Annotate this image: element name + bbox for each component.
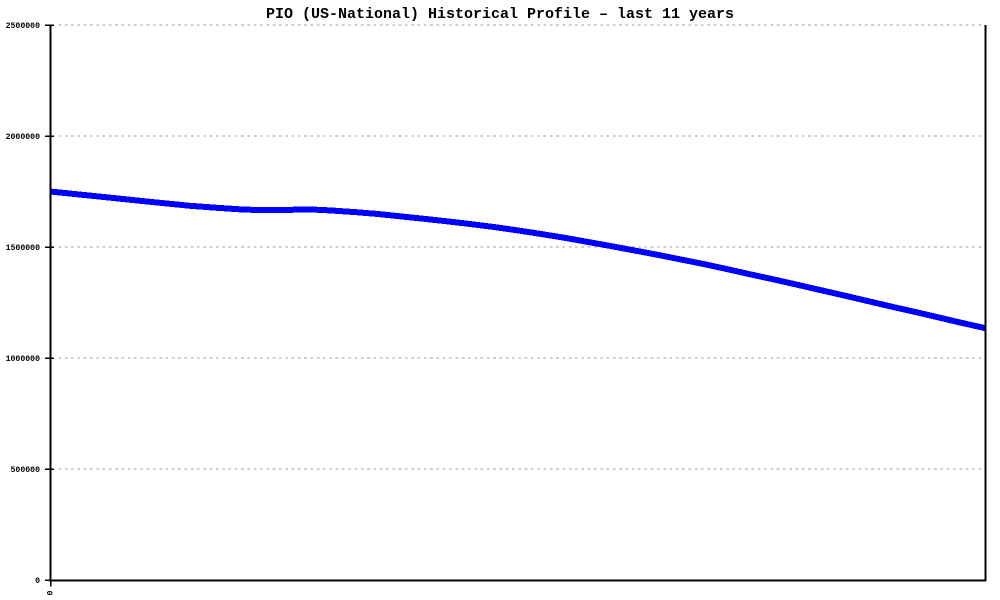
svg-text:0: 0 [35, 577, 40, 586]
svg-text:2000000: 2000000 [6, 133, 40, 142]
svg-text:2500000: 2500000 [6, 22, 40, 31]
svg-text:1000000: 1000000 [6, 355, 40, 364]
svg-text:0: 0 [47, 591, 56, 596]
svg-text:PIO (US-National) Historical P: PIO (US-National) Historical Profile – l… [266, 6, 734, 23]
svg-text:500000: 500000 [11, 466, 41, 475]
svg-text:1500000: 1500000 [6, 244, 40, 253]
